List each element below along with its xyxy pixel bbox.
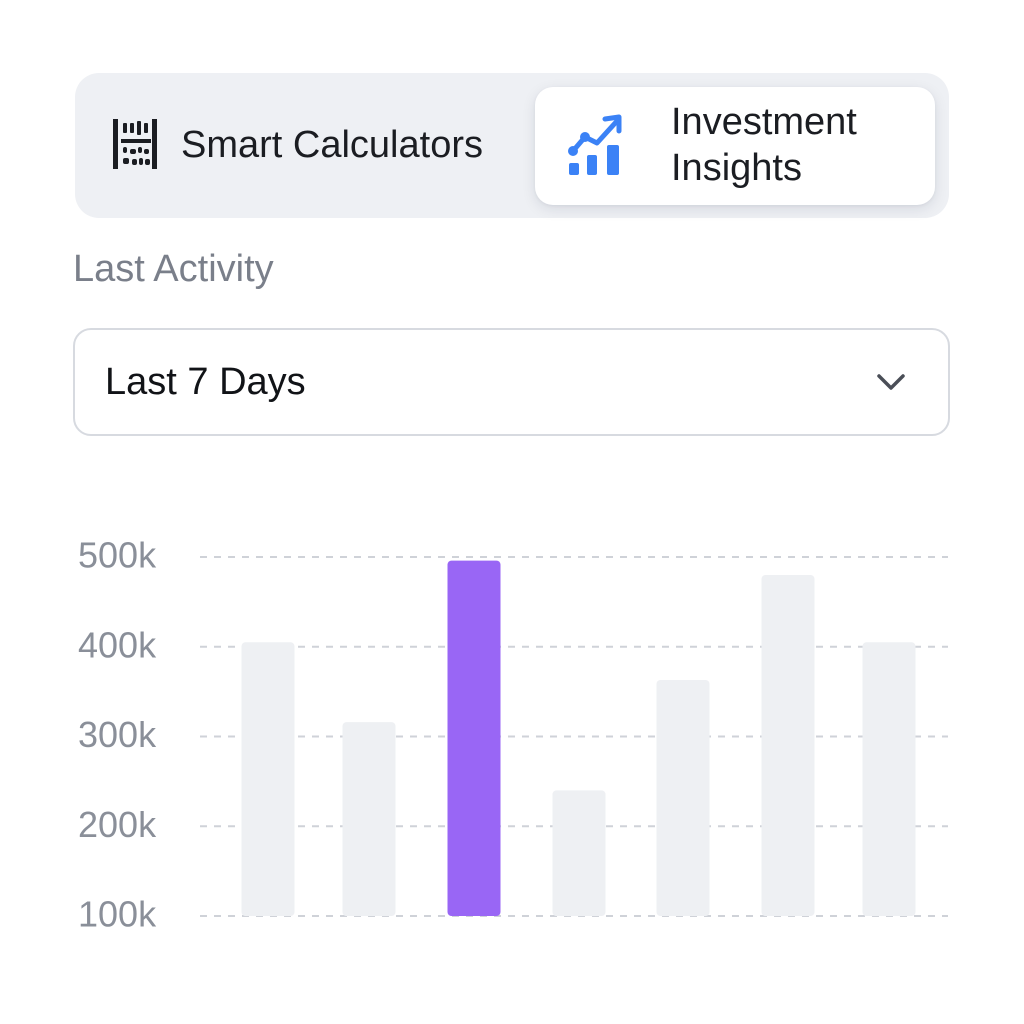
- bar[interactable]: [552, 790, 606, 916]
- period-select[interactable]: Last 7 Days: [73, 328, 950, 436]
- bar[interactable]: [862, 642, 916, 916]
- chart-bars: [241, 560, 916, 916]
- segmented-control: Smart Calculators Investment Insights: [75, 73, 949, 218]
- y-tick-label: 300k: [78, 714, 157, 755]
- period-select-value: Last 7 Days: [105, 360, 306, 403]
- bar[interactable]: [241, 642, 295, 916]
- growth-chart-icon: [567, 111, 625, 182]
- bar[interactable]: [656, 679, 710, 916]
- y-tick-label: 400k: [78, 624, 157, 665]
- y-tick-label: 100k: [78, 894, 157, 935]
- bar[interactable]: [342, 722, 396, 916]
- y-tick-label: 500k: [78, 535, 157, 576]
- chart-y-axis: 500k 400k 300k 200k 100k: [78, 535, 157, 935]
- y-tick-label: 200k: [78, 804, 157, 845]
- tab-smart-calculators[interactable]: Smart Calculators: [75, 87, 530, 205]
- tab-investment-insights[interactable]: Investment Insights: [535, 87, 935, 205]
- tab-investment-insights-label: Investment Insights: [671, 101, 857, 189]
- tab-smart-calculators-label: Smart Calculators: [181, 124, 483, 167]
- activity-bar-chart: 500k 400k 300k 200k 100k: [78, 535, 948, 935]
- bar-highlighted[interactable]: [447, 560, 501, 916]
- abacus-icon: [111, 117, 159, 176]
- section-label: Last Activity: [73, 248, 274, 290]
- chevron-down-icon: [874, 365, 908, 399]
- bar[interactable]: [761, 574, 815, 916]
